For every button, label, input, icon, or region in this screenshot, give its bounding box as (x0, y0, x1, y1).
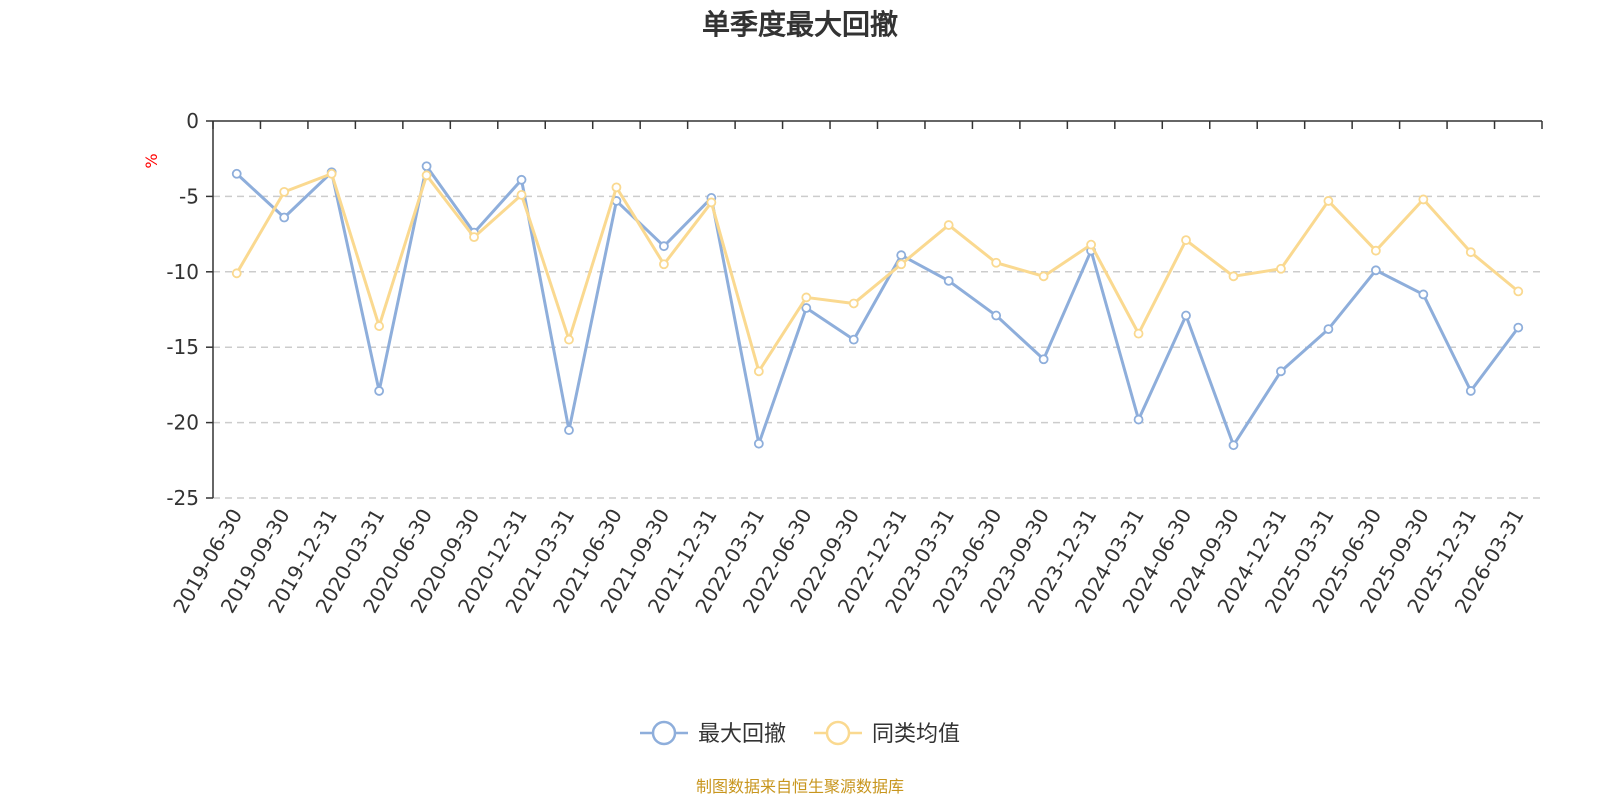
data-point[interactable] (1181, 235, 1191, 246)
data-point[interactable] (231, 168, 242, 179)
data-point[interactable] (1181, 310, 1191, 321)
data-point[interactable] (374, 321, 385, 331)
y-axis-unit-label: % (142, 153, 161, 168)
y-tick-label: -20 (166, 411, 199, 435)
data-point[interactable] (1228, 440, 1239, 451)
data-point[interactable] (706, 197, 717, 208)
data-point[interactable] (801, 292, 812, 303)
data-point[interactable] (1038, 271, 1049, 282)
data-point[interactable] (1323, 196, 1334, 206)
series-line (235, 172, 1520, 373)
data-point[interactable] (848, 298, 859, 309)
data-point[interactable] (1133, 414, 1144, 425)
data-point[interactable] (943, 220, 954, 230)
data-point[interactable] (991, 310, 1002, 321)
data-point[interactable] (1418, 289, 1429, 300)
legend-label: 最大回撤 (698, 722, 786, 747)
data-point[interactable] (1370, 245, 1381, 256)
series-2 (231, 168, 1524, 377)
source-note: 制图数据来自恒生聚源数据库 (696, 777, 904, 796)
grid-lines (213, 195, 1542, 499)
legend-label: 同类均值 (872, 722, 960, 747)
data-point[interactable] (611, 182, 622, 193)
data-point[interactable] (421, 170, 432, 181)
data-point[interactable] (1133, 328, 1144, 339)
data-point[interactable] (753, 438, 764, 449)
data-point[interactable] (421, 161, 432, 172)
legend-circle-icon (651, 720, 677, 746)
data-point[interactable] (374, 386, 385, 396)
data-point[interactable] (896, 250, 907, 261)
data-point[interactable] (896, 259, 907, 270)
data-point[interactable] (1228, 271, 1239, 282)
y-tick-label: -25 (166, 486, 199, 510)
data-point[interactable] (1418, 194, 1429, 205)
data-point[interactable] (1370, 265, 1381, 276)
data-point[interactable] (516, 189, 527, 200)
legend[interactable]: 最大回撤 同类均值 (640, 720, 960, 747)
legend-item-1[interactable]: 最大回撤 (640, 720, 786, 747)
legend-item-2[interactable]: 同类均值 (814, 720, 960, 747)
data-point[interactable] (1513, 322, 1524, 333)
data-point[interactable] (469, 232, 479, 243)
data-point[interactable] (1276, 366, 1286, 377)
data-point[interactable] (753, 366, 764, 377)
chart-title: 单季度最大回撤 (702, 8, 898, 41)
series-lines (231, 161, 1524, 451)
data-point[interactable] (516, 174, 527, 185)
data-point[interactable] (848, 334, 859, 345)
y-tick-label: -10 (166, 260, 199, 284)
data-point[interactable] (1323, 324, 1334, 335)
data-point[interactable] (279, 186, 290, 197)
y-tick-label: 0 (186, 109, 199, 133)
data-point[interactable] (1276, 263, 1286, 274)
legend-circle-icon (825, 720, 851, 746)
data-point[interactable] (991, 257, 1002, 268)
data-point[interactable] (943, 275, 954, 286)
data-point[interactable] (1086, 239, 1096, 250)
data-point[interactable] (564, 334, 574, 345)
data-point[interactable] (231, 268, 242, 279)
data-point[interactable] (801, 303, 812, 313)
data-point[interactable] (279, 212, 290, 223)
data-point[interactable] (1038, 354, 1049, 365)
data-point[interactable] (1465, 386, 1476, 396)
y-tick-label: -15 (166, 335, 199, 359)
series-line (235, 164, 1520, 447)
data-point[interactable] (1465, 247, 1476, 258)
data-point[interactable] (564, 425, 574, 436)
data-point[interactable] (1513, 286, 1524, 297)
data-point[interactable] (659, 259, 669, 270)
y-tick-label: -5 (179, 184, 199, 208)
data-point[interactable] (659, 241, 669, 252)
data-point[interactable] (326, 168, 337, 179)
